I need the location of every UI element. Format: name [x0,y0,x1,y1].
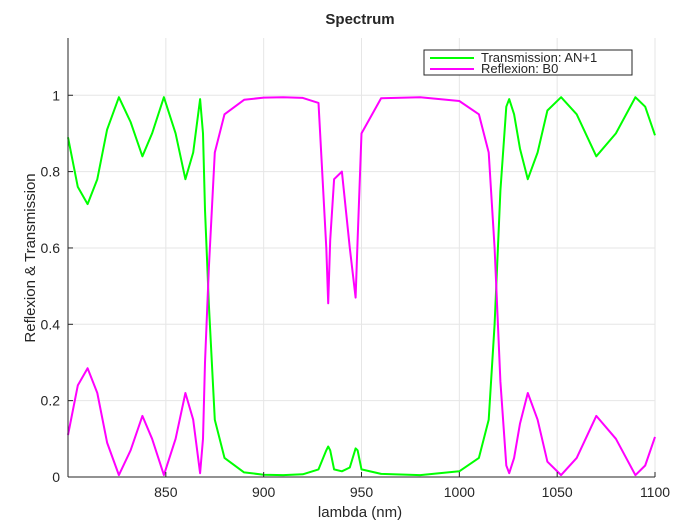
x-tick-label-4: 1050 [542,484,573,500]
legend-label-transmission: Transmission: AN+1 [481,50,597,65]
chart-title: Spectrum [325,11,394,28]
x-tick-label-2: 950 [350,484,374,500]
x-tick-label-1: 900 [252,484,276,500]
ticks: 850 900 950 1000 1050 1100 0 0.2 0.4 0.6 0.8 1 [41,87,671,500]
y-tick-label-2: 0.4 [41,316,61,332]
y-tick-label-0: 0 [52,469,60,485]
y-tick-label-5: 1 [52,87,60,103]
x-tick-label-3: 1000 [444,484,475,500]
y-tick-label-1: 0.2 [41,393,61,409]
x-tick-label-5: 1100 [640,484,670,500]
y-axis-label: Reflexion & Transmission [22,173,39,342]
x-tick-label-0: 850 [154,484,178,500]
y-tick-label-4: 0.8 [41,164,61,180]
y-tick-label-3: 0.6 [41,240,61,256]
legend-box [423,49,633,76]
legend: Transmission: AN+1 Reflexion: B0 [423,49,633,76]
series-line-0 [67,96,656,477]
series-line-1 [67,96,656,477]
series-layer [67,96,656,477]
x-axis-label: lambda (nm) [318,504,402,521]
legend-label-reflexion: Reflexion: B0 [481,61,558,76]
